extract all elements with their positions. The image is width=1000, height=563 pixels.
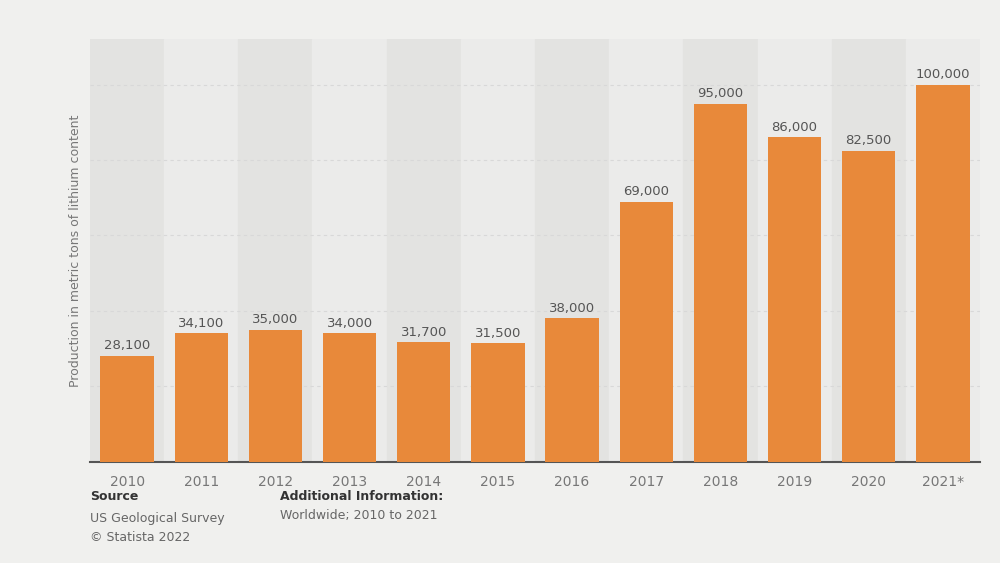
Text: 38,000: 38,000 [549, 302, 595, 315]
Bar [694, 104, 747, 462]
Bar [312, 39, 387, 462]
Bar [683, 39, 758, 462]
Text: 86,000: 86,000 [772, 121, 818, 134]
Bar [832, 39, 906, 462]
Bar [387, 39, 461, 462]
Text: 69,000: 69,000 [623, 185, 669, 198]
Text: 28,100: 28,100 [104, 339, 150, 352]
Bar [609, 39, 683, 462]
Text: US Geological Survey
© Statista 2022: US Geological Survey © Statista 2022 [90, 512, 225, 544]
Bar [471, 343, 525, 462]
Bar [164, 39, 238, 462]
Bar [545, 319, 599, 462]
Text: 34,100: 34,100 [178, 317, 224, 330]
Text: Additional Information:: Additional Information: [280, 490, 443, 503]
Bar [175, 333, 228, 462]
Text: 34,000: 34,000 [327, 317, 373, 330]
Bar [768, 137, 821, 462]
Bar [620, 202, 673, 462]
Bar [535, 39, 609, 462]
Text: 35,000: 35,000 [252, 314, 299, 327]
Text: Worldwide; 2010 to 2021: Worldwide; 2010 to 2021 [280, 509, 438, 522]
Bar [249, 330, 302, 462]
Text: 100,000: 100,000 [916, 68, 970, 81]
Text: 82,500: 82,500 [846, 134, 892, 148]
Text: 31,700: 31,700 [401, 326, 447, 339]
Bar [461, 39, 535, 462]
Bar [323, 333, 376, 462]
Bar [906, 39, 980, 462]
Bar [90, 39, 164, 462]
Bar [842, 151, 895, 462]
Bar [397, 342, 450, 462]
Y-axis label: Production in metric tons of lithium content: Production in metric tons of lithium con… [69, 114, 82, 387]
Text: 31,500: 31,500 [475, 327, 521, 339]
Text: Source: Source [90, 490, 138, 503]
Bar [758, 39, 832, 462]
Text: 95,000: 95,000 [697, 87, 743, 100]
Bar [238, 39, 312, 462]
Bar [100, 356, 154, 462]
Bar [916, 84, 970, 462]
